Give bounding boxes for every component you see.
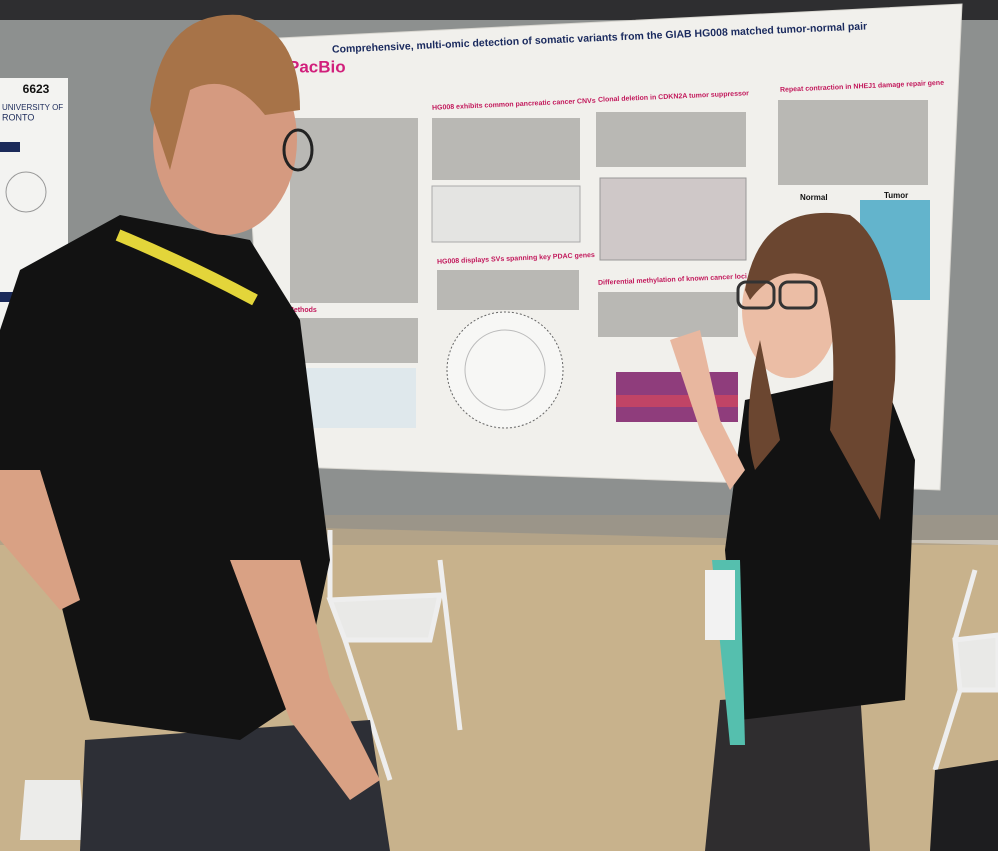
figure-label: Normal: [800, 193, 828, 202]
side-figure: [5, 171, 47, 213]
text-block: [288, 318, 418, 363]
text-block: [598, 292, 738, 337]
pants: [705, 690, 870, 851]
hair: [748, 340, 780, 470]
workflow-figure: [306, 368, 416, 428]
cdkn2a-figure: [599, 177, 747, 261]
arm: [0, 470, 80, 610]
chair: [326, 530, 463, 781]
section-heading: Methods: [288, 307, 317, 314]
woman: [670, 212, 915, 851]
text-block: [432, 118, 580, 180]
circos-inner: [464, 329, 546, 411]
glasses: [778, 280, 818, 310]
arm: [670, 330, 745, 490]
lanyard: [115, 229, 258, 306]
chair-seat: [20, 780, 85, 840]
text-block: [290, 118, 418, 303]
text-block: [437, 270, 579, 310]
text-block: [596, 112, 746, 167]
poster-number: 6623: [23, 82, 50, 96]
methylation-band: [616, 395, 738, 407]
chair: [932, 569, 998, 771]
glasses: [736, 280, 776, 310]
text-blocks: [288, 100, 928, 363]
arm: [230, 560, 380, 800]
university-text: RONTO: [2, 112, 34, 122]
shirt: [0, 215, 330, 740]
cnv-figure: [431, 185, 581, 243]
university-text: UNIVERSITY OF: [2, 103, 63, 112]
backpack: [930, 760, 998, 851]
figure-label: Tumor: [884, 191, 908, 200]
hair: [745, 212, 896, 520]
glasses: [282, 128, 314, 172]
hair: [150, 14, 300, 170]
badge: [705, 570, 735, 640]
circos-plot: [446, 311, 564, 429]
man: [0, 14, 390, 851]
side-header: [0, 142, 20, 152]
logo: PacBio: [288, 57, 346, 76]
text-block: [778, 100, 928, 185]
pants: [80, 720, 390, 851]
